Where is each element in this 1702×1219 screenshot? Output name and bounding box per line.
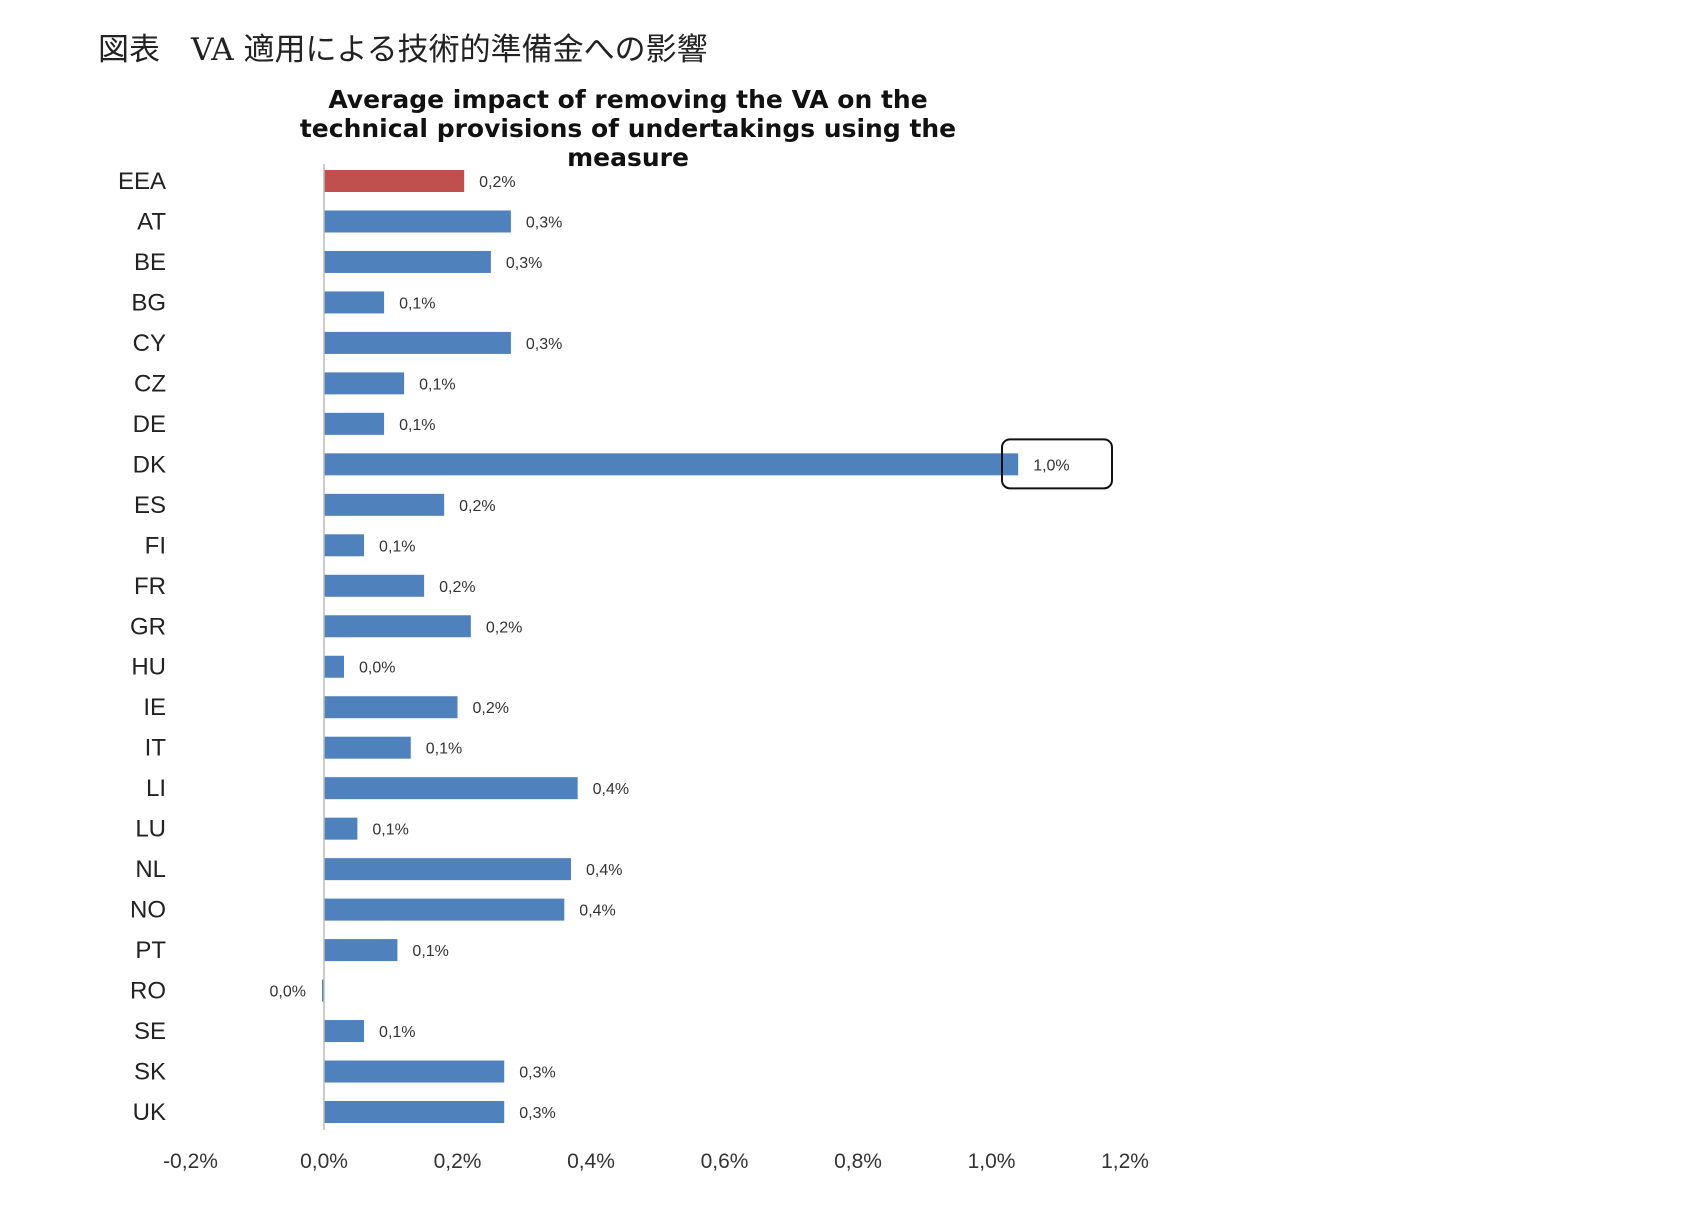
data-label: 0,1% (379, 538, 415, 555)
bar (324, 898, 565, 921)
category-label: FR (134, 573, 166, 600)
bar (324, 696, 458, 719)
data-label: 0,1% (412, 943, 448, 960)
data-label: 0,1% (372, 822, 408, 839)
bar (324, 493, 445, 516)
data-label: 0,4% (579, 903, 615, 920)
highlight-box (1001, 438, 1113, 490)
data-label: 0,4% (593, 781, 629, 798)
category-label: UK (133, 1099, 166, 1126)
category-label: RO (130, 978, 166, 1005)
category-label: LI (146, 775, 166, 802)
bar (324, 574, 425, 597)
bar (324, 250, 491, 273)
data-label: 0,2% (479, 174, 515, 191)
category-label: IE (143, 694, 166, 721)
bar (324, 939, 398, 962)
bar (324, 1060, 505, 1083)
category-label: DK (133, 451, 166, 478)
bar (324, 1020, 365, 1043)
data-label: 0,1% (426, 741, 462, 758)
data-label: 0,1% (379, 1024, 415, 1041)
x-tick-label: -0,2% (163, 1150, 218, 1173)
x-tick-label: 0,6% (701, 1150, 749, 1173)
category-label: CZ (134, 370, 166, 397)
data-label: 0,4% (586, 862, 622, 879)
bar (324, 291, 385, 314)
category-label: CY (133, 330, 166, 357)
category-label: DE (133, 411, 166, 438)
bar (324, 615, 471, 638)
category-label: EEA (118, 168, 166, 195)
x-tick-label: 0,0% (300, 1150, 348, 1173)
bar (324, 777, 578, 800)
category-label: LU (135, 816, 166, 843)
category-label: BE (134, 249, 166, 276)
data-label: 0,3% (526, 214, 562, 231)
data-label: 0,2% (486, 619, 522, 636)
data-label: 0,0% (270, 984, 306, 1001)
data-label: 0,0% (359, 660, 395, 677)
bar (324, 170, 465, 192)
bar (324, 655, 345, 678)
data-label: 0,1% (399, 295, 435, 312)
chart-title-line-1: Average impact of removing the VA on the (328, 85, 927, 114)
category-label: GR (130, 613, 166, 640)
bar (324, 210, 511, 233)
category-label: IT (145, 735, 167, 762)
data-label: 0,2% (439, 579, 475, 596)
data-label: 0,3% (519, 1065, 555, 1082)
figure-heading: 図表 VA 適用による技術的準備金への影響 (98, 32, 708, 68)
bar (324, 453, 1019, 476)
data-label: 1,0% (1033, 457, 1069, 474)
category-label: NO (130, 897, 166, 924)
data-label: 0,3% (506, 255, 542, 272)
bar (324, 817, 358, 840)
chart-title-line-2: technical provisions of undertakings usi… (300, 114, 956, 143)
bar (324, 858, 571, 881)
data-label: 0,3% (526, 336, 562, 353)
category-label: PT (135, 937, 166, 964)
data-label: 0,3% (519, 1105, 555, 1122)
x-tick-label: 1,0% (968, 1150, 1016, 1173)
bar (324, 1101, 505, 1123)
bar (324, 736, 411, 759)
bar (324, 534, 365, 557)
bar (324, 372, 405, 395)
category-label: BG (131, 289, 166, 316)
category-label: FI (145, 532, 166, 559)
x-tick-label: 1,2% (1101, 1150, 1149, 1173)
bar (324, 331, 511, 354)
x-tick-label: 0,4% (567, 1150, 615, 1173)
x-tick-label: 0,8% (834, 1150, 882, 1173)
category-label: HU (131, 654, 166, 681)
bar (321, 979, 324, 1002)
category-label: ES (134, 492, 166, 519)
data-label: 0,2% (473, 700, 509, 717)
category-label: SK (134, 1059, 166, 1086)
data-label: 0,1% (399, 417, 435, 434)
bar (324, 412, 385, 435)
data-label: 0,1% (419, 376, 455, 393)
category-label: SE (134, 1018, 166, 1045)
chart-title-line-3: measure (567, 143, 689, 172)
data-label: 0,2% (459, 498, 495, 515)
category-label: AT (137, 208, 166, 235)
category-label: NL (135, 856, 166, 883)
x-tick-label: 0,2% (434, 1150, 482, 1173)
